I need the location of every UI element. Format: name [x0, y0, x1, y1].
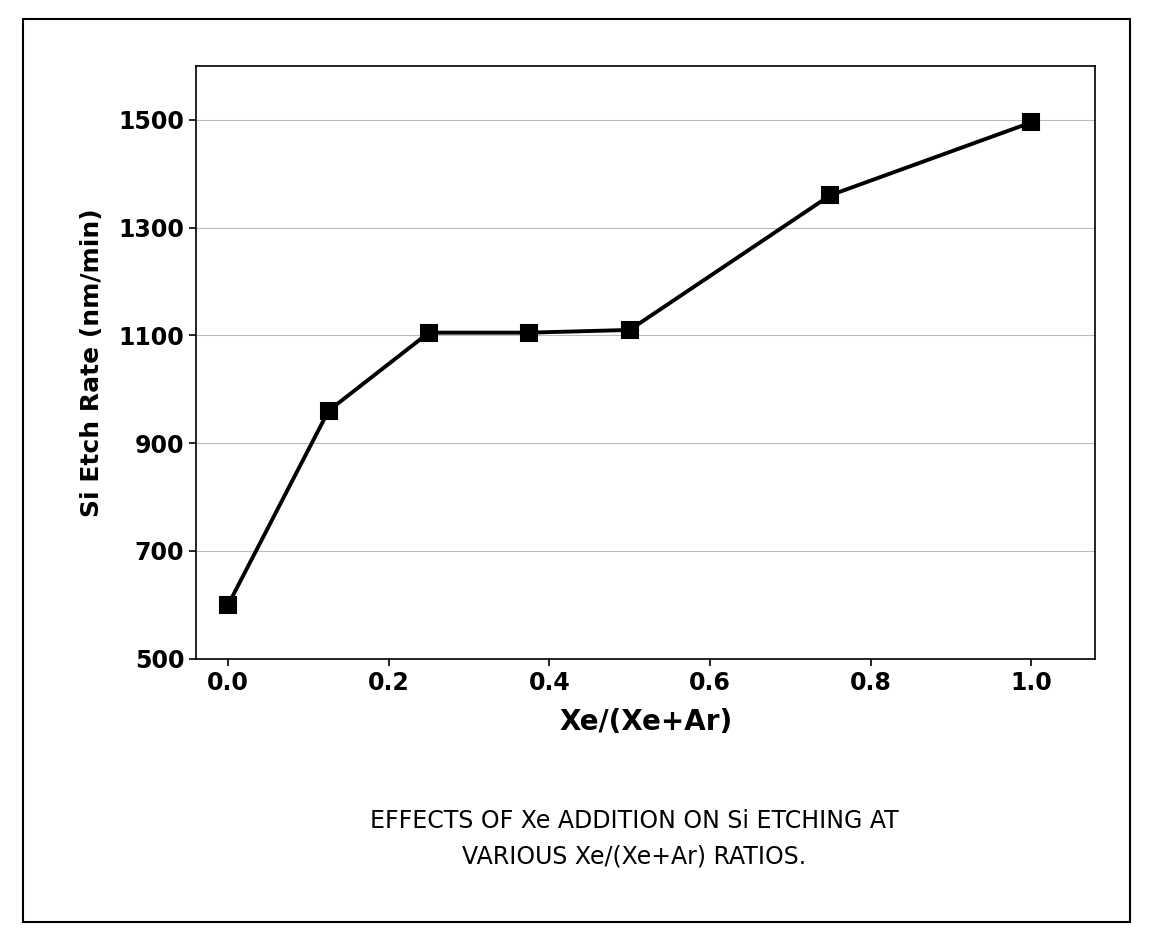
Text: EFFECTS OF Xe ADDITION ON Si ETCHING AT
VARIOUS Xe/(Xe+Ar) RATIOS.: EFFECTS OF Xe ADDITION ON Si ETCHING AT …	[370, 809, 898, 869]
X-axis label: Xe/(Xe+Ar): Xe/(Xe+Ar)	[559, 709, 732, 737]
Y-axis label: Si Etch Rate (nm/min): Si Etch Rate (nm/min)	[81, 208, 105, 517]
